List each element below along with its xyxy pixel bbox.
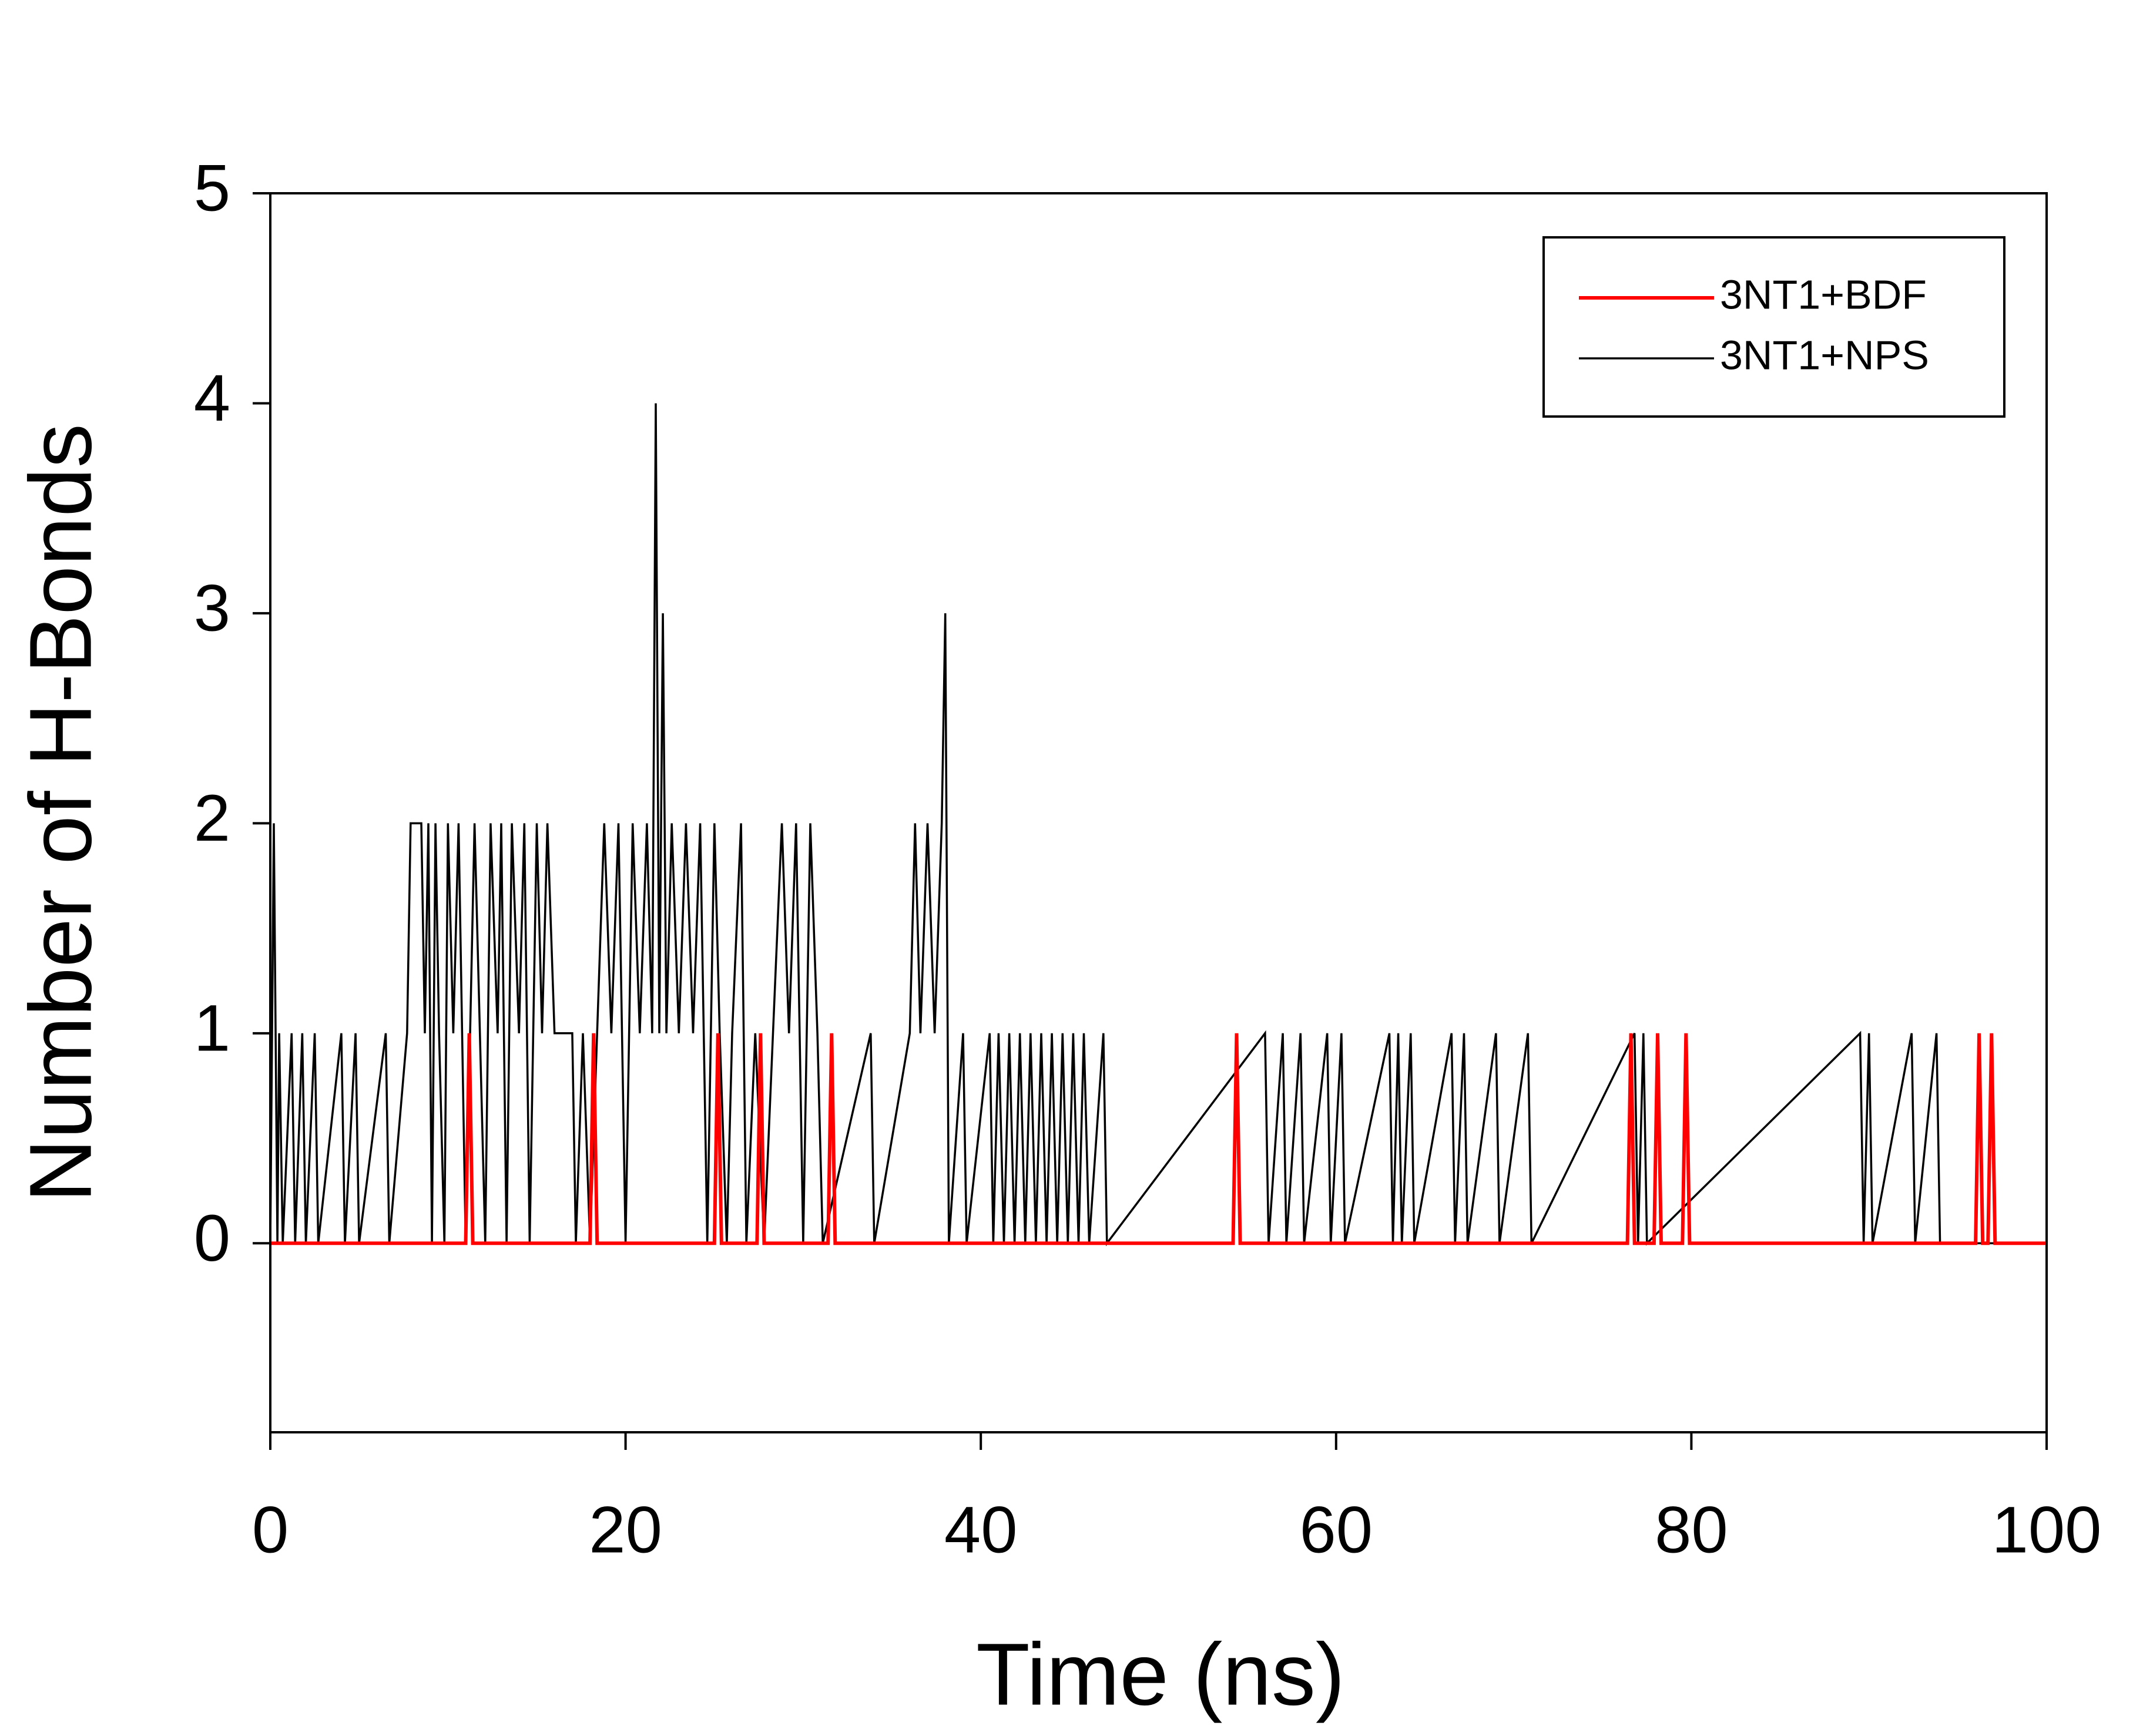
y-axis-label: Number of H-Bonds <box>11 424 110 1203</box>
y-tick-label: 1 <box>194 991 230 1065</box>
series-line <box>270 1033 2047 1245</box>
x-tick-label: 60 <box>1300 1493 1373 1567</box>
x-axis-label: Time (ns) <box>976 1625 1345 1724</box>
legend-label: 3NT1+BDF <box>1720 271 1927 317</box>
y-tick-label: 0 <box>194 1201 230 1275</box>
series-line <box>269 403 2047 1247</box>
x-tick-label: 40 <box>944 1493 1018 1567</box>
x-tick-label: 100 <box>1992 1493 2102 1567</box>
x-tick-label: 20 <box>589 1493 662 1567</box>
legend-label: 3NT1+NPS <box>1720 332 1929 378</box>
x-tick-label: 80 <box>1655 1493 1728 1567</box>
y-tick-label: 3 <box>194 571 230 644</box>
y-tick-label: 4 <box>194 361 230 435</box>
x-tick-label: 0 <box>252 1493 289 1567</box>
plot-frame <box>269 192 2048 1433</box>
y-tick-label: 2 <box>194 781 230 855</box>
y-tick-label: 5 <box>194 152 230 225</box>
legend-box <box>1542 236 2005 418</box>
